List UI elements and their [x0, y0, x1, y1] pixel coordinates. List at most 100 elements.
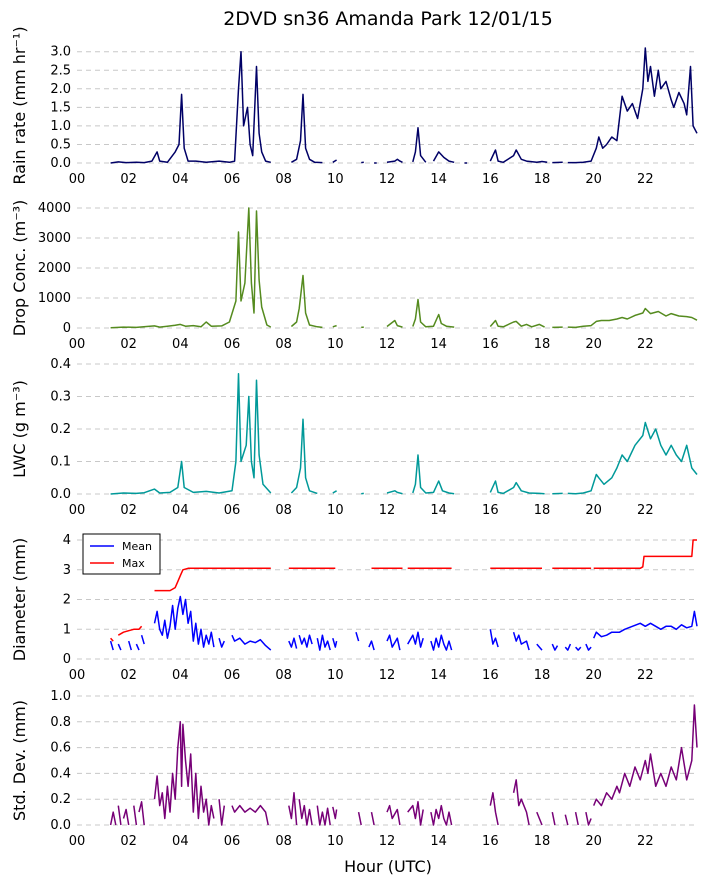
panel-4-ytick-label: 2 — [63, 593, 71, 608]
panel-2-xtick-label: 10 — [327, 337, 344, 352]
panel-2-xtick-label: 12 — [379, 337, 396, 352]
panel-2-series-main-line — [412, 298, 455, 328]
panel-2-ytick-label: 0 — [63, 321, 71, 336]
panel-4-legend-box — [82, 533, 161, 575]
panel-4-series-mean-line — [316, 634, 331, 651]
panel-3-ytick-label: 0.2 — [50, 422, 71, 437]
panel-2-series-main-line — [567, 307, 698, 329]
panel-4-series-mean-line — [430, 634, 453, 651]
panel-4-legend-label-mean: Mean — [122, 540, 152, 553]
panel-5-series-main-line — [133, 805, 138, 826]
panel-1-series-main-line — [432, 151, 455, 164]
panel-1-ytick-label: 3.0 — [50, 45, 71, 60]
panel-4-y-axis-label: Diameter (mm) — [10, 538, 29, 661]
panel-2-xtick-label: 20 — [585, 337, 602, 352]
panel-5-series-main-line — [512, 779, 530, 826]
panel-3-series-main-line — [412, 454, 455, 495]
panel-4-series-max-line — [593, 539, 697, 570]
panel-1: 0.0 0.5 1.0 1.5 2.0 2.5 3.0 00 02 04 06 08 10 12 14 16 1… — [10, 26, 698, 187]
panel-2-series-main-line — [332, 324, 337, 328]
panel-4-series-mean-line — [288, 637, 298, 649]
panel-2-y-axis-label: Drop Conc. (m⁻³) — [10, 200, 29, 337]
panel-4-ytick-label: 4 — [63, 533, 71, 548]
panel-5-series-main-line — [138, 801, 145, 826]
panel-4-xtick-label: 00 — [69, 668, 86, 683]
panel-4-xtick-label: 06 — [224, 668, 241, 683]
panel-5-ytick-label: 0.4 — [50, 766, 71, 781]
panel-3-xtick-label: 08 — [275, 503, 292, 518]
panel-4-series-mean-line — [536, 643, 543, 651]
panel-4-series-mean-line — [153, 595, 215, 648]
panel-3-series-main-line — [290, 418, 318, 495]
panel-4-series-mean-line — [117, 643, 122, 651]
panel-4-series-mean-line — [564, 643, 572, 651]
panel-2-xtick-label: 14 — [430, 337, 447, 352]
panel-3-ytick-label: 0.0 — [50, 487, 71, 502]
panel-4-xtick-label: 16 — [482, 668, 499, 683]
panel-5-xtick-label: 00 — [69, 834, 86, 849]
panel-5-series-main-line — [536, 811, 543, 826]
panel-5-series-main-line — [316, 805, 331, 826]
panel-2-xtick-label: 22 — [637, 337, 654, 352]
panel-1-series-main-line — [110, 50, 271, 164]
panel-3-xtick-label: 18 — [534, 503, 551, 518]
panel-5-series-main-line — [298, 799, 313, 826]
panel-4-xtick-label: 22 — [637, 668, 654, 683]
panel-5-series-main-line — [489, 792, 499, 826]
panel-1-xtick-label: 16 — [482, 172, 499, 187]
panel-3-y-axis-label: LWC (g m⁻³) — [10, 380, 29, 478]
panel-5-xtick-label: 06 — [224, 834, 241, 849]
panel-1-xtick-label: 22 — [637, 172, 654, 187]
panel-1-series-main-line — [412, 127, 427, 163]
panel-3-xtick-label: 20 — [585, 503, 602, 518]
panel-1-xtick-label: 04 — [172, 172, 189, 187]
panel-4-series-mean-line — [135, 643, 140, 651]
panel-5-series-main-line — [585, 811, 592, 826]
panel-3: 0.0 0.1 0.2 0.3 0.4 00 02 04 06 08 10 12 14 16 18 20 22 L… — [10, 357, 698, 518]
panel-4-xtick-label: 04 — [172, 668, 189, 683]
panel-1-xtick-label: 06 — [224, 172, 241, 187]
panel-4-series-mean-line — [551, 643, 559, 651]
panel-4-series-mean-line — [368, 640, 375, 651]
panel-3-series-main-line — [567, 421, 698, 495]
panel-1-series-main-line — [386, 158, 403, 164]
panel-3-xtick-label: 16 — [482, 503, 499, 518]
panel-5-series-main-line — [218, 799, 226, 826]
panel-2-xtick-label: 06 — [224, 337, 241, 352]
panel-4-series-mean-line — [140, 634, 145, 645]
panel-3-ytick-label: 0.1 — [50, 455, 71, 470]
panel-3-ytick-label: 0.3 — [50, 390, 71, 405]
panel-1-xtick-label: 02 — [120, 172, 137, 187]
panel-4-xtick-label: 10 — [327, 668, 344, 683]
panel-4-series-mean-line — [489, 629, 499, 648]
panel-5-series-main-line — [332, 806, 338, 820]
panel-4-xtick-label: 12 — [379, 668, 396, 683]
panel-1-xtick-label: 14 — [430, 172, 447, 187]
panel-4-xtick-label: 20 — [585, 668, 602, 683]
panel-2-series-main-line — [290, 274, 323, 329]
panel-5-series-main-line — [407, 801, 424, 826]
panel-3-xtick-label: 14 — [430, 503, 447, 518]
panel-5-series-main-line — [593, 704, 698, 807]
panel-4-ytick-label: 3 — [63, 563, 71, 578]
panel-4-series-max-line — [110, 637, 114, 642]
panel-5-series-main-line — [231, 804, 269, 826]
panel-4-series-mean-line — [407, 631, 424, 648]
panel-4-ytick-label: 1 — [63, 622, 71, 637]
panel-4-xtick-label: 02 — [120, 668, 137, 683]
panel-1-ytick-label: 0.0 — [50, 156, 71, 171]
panel-5: 0.0 0.2 0.4 0.6 0.8 1.0 00 02 04 06 08 10 12 14 16 18 20… — [10, 689, 698, 849]
panel-2-xtick-label: 04 — [172, 337, 189, 352]
panel-4-series-mean-line — [386, 634, 401, 651]
panel-3-xtick-label: 02 — [120, 503, 137, 518]
panel-2-ytick-label: 1000 — [38, 291, 71, 306]
panel-2-ytick-label: 3000 — [38, 231, 71, 246]
panel-5-series-main-line — [574, 811, 579, 826]
panel-5-xtick-label: 12 — [379, 834, 396, 849]
panel-1-ytick-label: 1.5 — [50, 100, 71, 115]
panel-5-ytick-label: 1.0 — [50, 689, 71, 704]
panel-1-series-main-line — [489, 149, 548, 164]
panel-4-series-mean-line — [231, 634, 272, 651]
panel-2-series-main-line — [489, 319, 545, 328]
